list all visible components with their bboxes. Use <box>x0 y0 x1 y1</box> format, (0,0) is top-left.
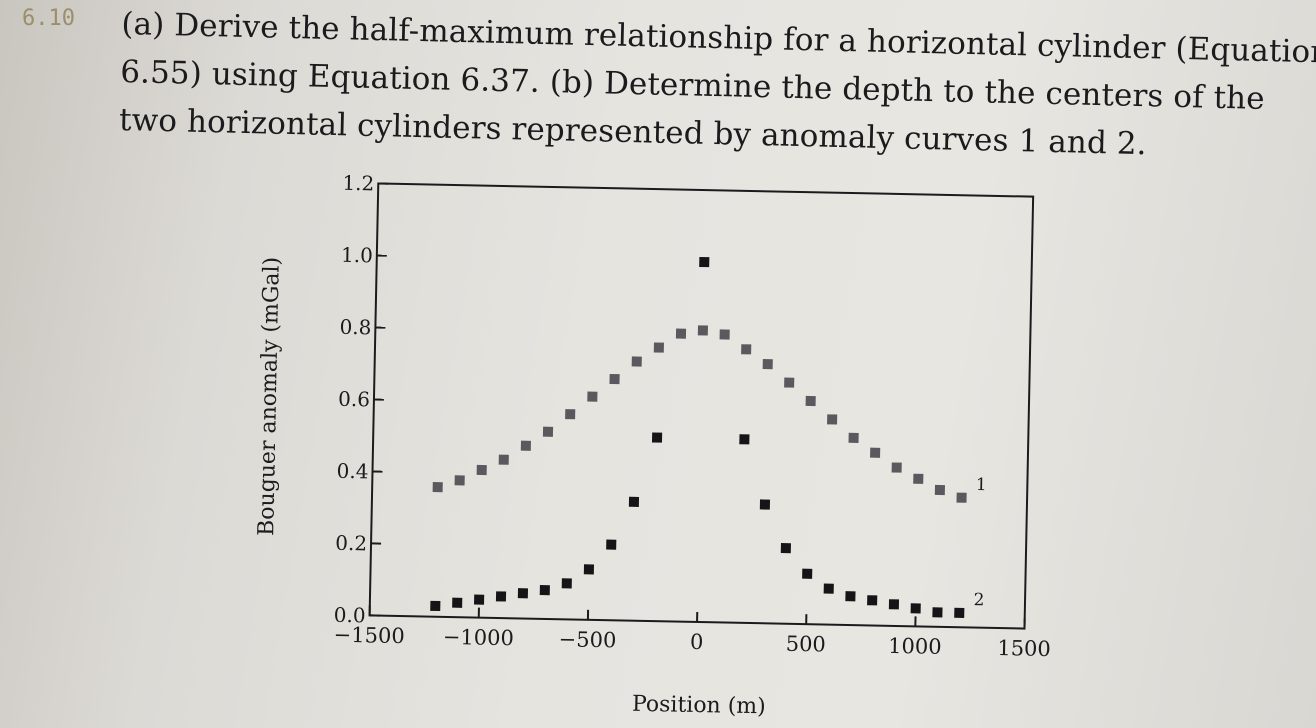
series-1-point <box>697 325 708 336</box>
series-2-point <box>823 583 834 594</box>
series-2-point <box>888 599 900 610</box>
x-tick-label: 1500 <box>997 636 1051 661</box>
x-tick-label: 500 <box>786 632 827 657</box>
series-2-point <box>583 564 595 575</box>
series-1-point <box>653 342 664 353</box>
series-2-point <box>452 597 463 608</box>
y-tick-label: 1.0 <box>341 243 373 268</box>
series-1-point <box>542 426 554 437</box>
series-1-point <box>848 432 859 443</box>
series-1-point <box>891 462 902 473</box>
series-1-point <box>587 391 598 402</box>
series-1-point <box>934 484 946 496</box>
series-2-label: 2 <box>973 590 984 610</box>
plot-frame <box>368 182 1035 630</box>
y-tick-label: 0.0 <box>334 603 366 628</box>
series-1-label: 1 <box>976 475 987 495</box>
series-2-point <box>495 591 507 602</box>
x-axis-label: Position (m) <box>632 692 766 720</box>
series-1-point <box>719 329 730 340</box>
series-2-point <box>699 256 710 268</box>
series-2-point <box>845 591 856 602</box>
series-2-point <box>954 607 965 618</box>
series-2-point <box>651 432 663 443</box>
y-tick-label: 0.2 <box>335 531 367 556</box>
series-1-point <box>913 473 924 484</box>
x-tick-label: −1000 <box>443 625 515 650</box>
series-1-point <box>805 395 816 407</box>
series-2-point <box>606 539 617 550</box>
series-2-point <box>628 496 640 507</box>
y-tick-label: 1.2 <box>342 171 374 196</box>
series-1-point <box>631 356 642 367</box>
problem-number: 6.10 <box>22 6 75 31</box>
series-2-point <box>867 595 878 606</box>
series-1-point <box>762 359 773 370</box>
series-2-point <box>739 434 750 445</box>
y-tick-label: 0.8 <box>339 315 371 340</box>
x-tick-label: 0 <box>690 630 704 654</box>
series-2-point <box>932 607 943 618</box>
series-1-point <box>870 447 881 458</box>
series-1-point <box>675 328 687 339</box>
series-2-point <box>517 588 529 599</box>
series-2-point <box>539 585 550 596</box>
x-tick-label: −500 <box>558 627 616 652</box>
series-2-point <box>430 600 441 612</box>
series-2-point <box>474 594 485 605</box>
series-1-point <box>609 373 620 385</box>
series-1-point <box>565 409 576 420</box>
series-2-point <box>561 578 572 589</box>
y-axis-label: Bouguer anomaly (mGal) <box>254 257 285 537</box>
y-tick-label: 0.6 <box>338 387 370 412</box>
series-1-point <box>476 464 487 476</box>
series-2-point <box>780 543 791 554</box>
series-1-point <box>454 475 465 486</box>
series-1-point <box>498 454 509 465</box>
series-2-point <box>910 603 921 614</box>
x-tick-label: 1000 <box>888 634 942 659</box>
series-1-point <box>956 492 967 503</box>
series-2-point <box>759 499 771 510</box>
series-1-point <box>520 440 531 451</box>
x-tick-label: −1500 <box>333 623 405 648</box>
series-1-point <box>784 377 795 388</box>
y-tick-label: 0.4 <box>336 459 368 484</box>
series-2-point <box>802 568 813 579</box>
series-1-point <box>741 344 752 355</box>
series-1-point <box>432 482 443 493</box>
series-1-point <box>827 414 838 425</box>
